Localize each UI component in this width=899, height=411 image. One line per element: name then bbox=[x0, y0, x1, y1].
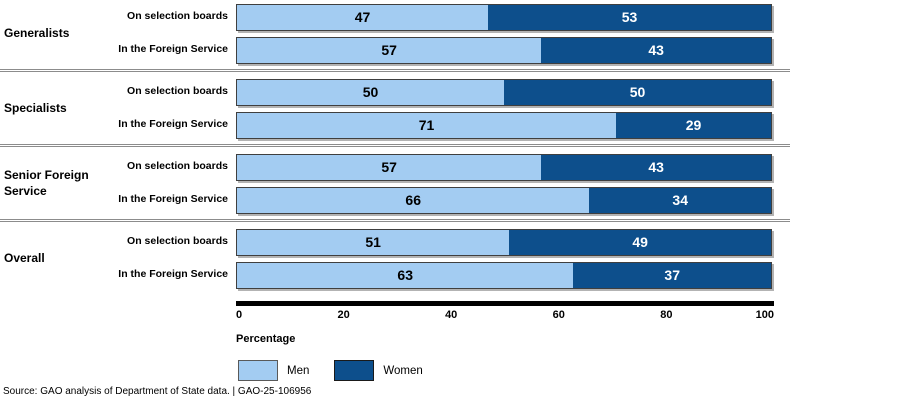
group-rows: On selection boards 50 50 In the Foreign… bbox=[106, 78, 772, 139]
group-specialists: Specialists On selection boards 50 50 In… bbox=[0, 78, 899, 139]
legend-men-swatch bbox=[238, 360, 278, 381]
women-value: 49 bbox=[632, 234, 648, 250]
row-label: On selection boards bbox=[127, 85, 228, 98]
stacked-bar: 66 34 bbox=[236, 186, 772, 214]
x-tick: 0 bbox=[236, 309, 243, 321]
x-axis-line bbox=[236, 301, 774, 306]
stacked-bar: 47 53 bbox=[236, 3, 772, 31]
group-rows: On selection boards 47 53 In the Foreign… bbox=[106, 3, 772, 64]
men-value: 71 bbox=[418, 117, 435, 133]
women-value: 37 bbox=[664, 267, 680, 283]
group-label: Specialists bbox=[4, 100, 67, 115]
row-label: On selection boards bbox=[127, 235, 228, 248]
bar-row: In the Foreign Service 57 43 bbox=[106, 36, 772, 64]
men-value: 66 bbox=[405, 192, 421, 208]
bar-row: On selection boards 57 43 bbox=[106, 153, 772, 181]
row-label: In the Foreign Service bbox=[118, 193, 228, 206]
men-segment: 57 bbox=[237, 37, 542, 63]
stacked-bar: 57 43 bbox=[236, 153, 772, 181]
men-value: 57 bbox=[381, 159, 397, 175]
row-label: On selection boards bbox=[127, 160, 228, 173]
women-segment: 50 bbox=[504, 79, 771, 105]
bar-row: On selection boards 47 53 bbox=[106, 3, 772, 31]
women-segment: 29 bbox=[616, 112, 771, 138]
group-generalists: Generalists On selection boards 47 53 In… bbox=[0, 3, 899, 64]
group-label: Overall bbox=[4, 250, 45, 265]
group-overall: Overall On selection boards 51 49 In the… bbox=[0, 228, 899, 289]
x-tick: 100 bbox=[755, 309, 774, 321]
group-label: Generalists bbox=[4, 25, 70, 40]
men-value: 50 bbox=[362, 84, 379, 100]
men-segment: 57 bbox=[237, 154, 542, 180]
women-value: 29 bbox=[685, 117, 702, 133]
bar-row: In the Foreign Service 71 29 bbox=[106, 111, 772, 139]
group-rows: On selection boards 57 43 In the Foreign… bbox=[106, 153, 772, 214]
bar-row: On selection boards 50 50 bbox=[106, 78, 772, 106]
legend-women-swatch bbox=[334, 360, 375, 381]
men-segment: 66 bbox=[237, 187, 590, 213]
women-segment: 43 bbox=[541, 154, 771, 180]
x-tick: 20 bbox=[337, 309, 350, 321]
women-value: 53 bbox=[621, 9, 638, 25]
group-label: Senior Foreign Service bbox=[4, 167, 89, 198]
men-segment: 47 bbox=[237, 4, 488, 30]
women-segment: 43 bbox=[541, 37, 771, 63]
bar-row: On selection boards 51 49 bbox=[106, 228, 772, 256]
men-segment: 71 bbox=[237, 112, 617, 138]
women-segment: 34 bbox=[589, 187, 771, 213]
x-axis-ticks: 0 20 40 60 80 100 bbox=[236, 309, 774, 324]
bar-row: In the Foreign Service 63 37 bbox=[106, 261, 772, 289]
women-value: 34 bbox=[672, 192, 688, 208]
women-segment: 49 bbox=[509, 229, 771, 255]
stacked-bar: 57 43 bbox=[236, 36, 772, 64]
row-label: On selection boards bbox=[127, 10, 228, 23]
bar-row: In the Foreign Service 66 34 bbox=[106, 186, 772, 214]
women-value: 43 bbox=[648, 42, 664, 58]
group-rows: On selection boards 51 49 In the Foreign… bbox=[106, 228, 772, 289]
stacked-bar: 63 37 bbox=[236, 261, 772, 289]
group-divider bbox=[0, 219, 790, 222]
men-segment: 50 bbox=[237, 79, 504, 105]
men-segment: 51 bbox=[237, 229, 510, 255]
legend-women-label: Women bbox=[383, 364, 423, 377]
stacked-bar: 50 50 bbox=[236, 78, 772, 106]
x-axis-title: Percentage bbox=[236, 333, 296, 345]
group-divider bbox=[0, 144, 790, 147]
women-value: 43 bbox=[648, 159, 664, 175]
legend: Men Women bbox=[238, 360, 899, 381]
legend-men-label: Men bbox=[287, 364, 310, 377]
men-value: 57 bbox=[381, 42, 397, 58]
stacked-bar: 71 29 bbox=[236, 111, 772, 139]
men-value: 47 bbox=[354, 9, 371, 25]
men-segment: 63 bbox=[237, 262, 574, 288]
group-divider bbox=[0, 69, 790, 72]
women-value: 50 bbox=[629, 84, 646, 100]
group-senior-foreign-service: Senior Foreign Service On selection boar… bbox=[0, 153, 899, 214]
women-segment: 37 bbox=[573, 262, 771, 288]
stacked-bar: 51 49 bbox=[236, 228, 772, 256]
men-value: 51 bbox=[365, 234, 381, 250]
x-tick: 40 bbox=[445, 309, 458, 321]
x-tick: 80 bbox=[660, 309, 673, 321]
x-axis: 0 20 40 60 80 100 Percentage bbox=[236, 301, 774, 345]
men-value: 63 bbox=[397, 267, 413, 283]
women-segment: 53 bbox=[487, 4, 771, 30]
row-label: In the Foreign Service bbox=[118, 43, 228, 56]
row-label: In the Foreign Service bbox=[118, 118, 228, 131]
x-tick: 60 bbox=[552, 309, 565, 321]
row-label: In the Foreign Service bbox=[118, 268, 228, 281]
source-note: Source: GAO analysis of Department of St… bbox=[3, 386, 312, 397]
